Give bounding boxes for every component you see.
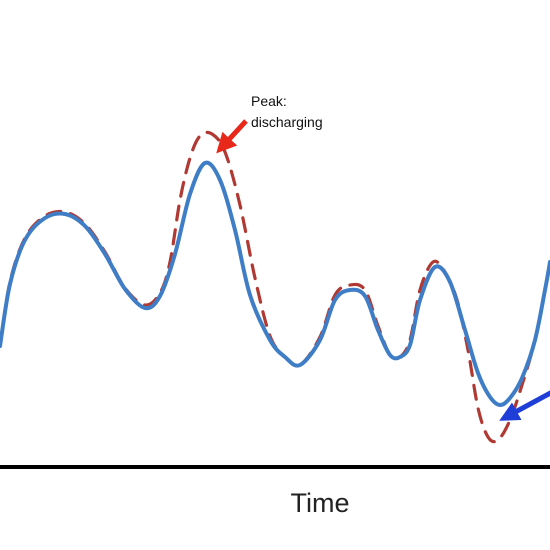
series-line-dashed	[0, 130, 550, 444]
series-line-solid	[0, 160, 550, 407]
x-axis-label: Time	[291, 488, 350, 518]
peak-annotation-line-1: Peak:	[251, 93, 287, 109]
peak-arrow	[216, 119, 248, 154]
trough-arrow	[499, 390, 550, 421]
peak-annotation-line-2: discharging	[251, 114, 323, 130]
